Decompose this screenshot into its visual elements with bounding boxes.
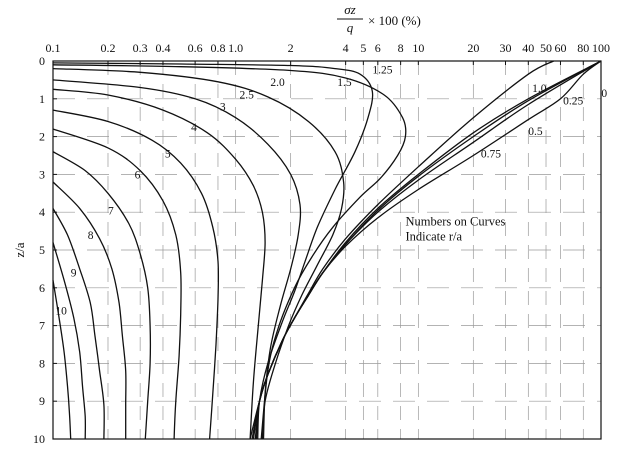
y-tick-label: 10 <box>33 432 45 446</box>
x-axis-title-denominator: q <box>347 20 354 35</box>
x-axis-title-suffix: × 100 (%) <box>368 13 421 28</box>
curve-label: 7 <box>108 205 114 217</box>
x-tick-label: 0.2 <box>100 41 115 55</box>
curve-label: 0.75 <box>481 149 501 161</box>
x-tick-label: 5 <box>360 41 366 55</box>
curve-r-a-4 <box>52 109 220 440</box>
annotation-line: Numbers on Curves <box>405 214 505 228</box>
x-tick-label: 6 <box>375 41 381 55</box>
curve-r-a-7 <box>52 181 127 439</box>
curve-r-a-9 <box>52 242 87 440</box>
y-tick-label: 3 <box>39 167 45 181</box>
annotation-line: Indicate r/a <box>405 229 462 243</box>
grid <box>53 61 601 439</box>
curve-r-a-1-5 <box>52 64 407 440</box>
x-tick-label: 0.8 <box>210 41 225 55</box>
curve-r-a-5 <box>52 128 182 440</box>
x-axis-title: σz q × 100 (%) <box>337 2 421 35</box>
curve-label: 9 <box>71 268 77 280</box>
y-tick-label: 8 <box>39 356 45 370</box>
curve-label: 1.25 <box>372 64 392 76</box>
curve-label: 0.25 <box>563 96 583 108</box>
curve-label: 2.5 <box>240 89 255 101</box>
x-tick-label: 80 <box>577 41 589 55</box>
y-tick-label: 9 <box>39 394 45 408</box>
x-axis-title-numerator: σz <box>344 2 355 17</box>
y-tick-label: 4 <box>39 205 45 219</box>
curve-labels: 0 0.25 0.5 0.75 1.0 1.25 1.5 2.0 2.5 3 4 5 6 7 8 9 10 <box>55 64 607 317</box>
curve-label: 0.5 <box>528 126 543 138</box>
curve-r-a-6 <box>52 151 152 440</box>
y-tick-label: 6 <box>39 281 45 295</box>
x-tick-label: 1.0 <box>228 41 243 55</box>
x-axis-ticks: 0.1 0.2 0.3 0.4 0.6 0.8 1.0 2 4 5 6 8 10 20 30 40 50 60 80… <box>46 41 610 65</box>
x-tick-label: 0.1 <box>46 41 61 55</box>
x-tick-label: 2 <box>288 41 294 55</box>
x-tick-label: 0.6 <box>188 41 203 55</box>
x-tick-label: 40 <box>522 41 534 55</box>
curve-label: 4 <box>191 122 197 134</box>
curve-r-a-3 <box>52 88 266 440</box>
x-tick-label: 8 <box>398 41 404 55</box>
curve-label: 10 <box>55 305 67 317</box>
y-axis-title: z/a <box>12 242 27 257</box>
curve-r-a-2-0 <box>52 67 345 440</box>
curve-label: 0 <box>601 88 607 100</box>
x-tick-label: 4 <box>343 41 349 55</box>
x-tick-label: 100 <box>592 41 610 55</box>
curve-label: 8 <box>88 230 94 242</box>
curve-r-a-8 <box>52 208 105 440</box>
curve-label: 6 <box>135 169 141 181</box>
curve-r-a-2-5 <box>52 79 302 440</box>
curve-label: 1.5 <box>337 77 352 89</box>
x-tick-label: 60 <box>554 41 566 55</box>
curve-label: 3 <box>220 101 226 113</box>
curve-r-a-1-25 <box>52 62 374 440</box>
y-tick-label: 2 <box>39 130 45 144</box>
x-tick-label: 20 <box>467 41 479 55</box>
x-tick-label: 0.3 <box>133 41 148 55</box>
x-tick-label: 50 <box>540 41 552 55</box>
curve-label: 1.0 <box>532 83 547 95</box>
y-tick-label: 0 <box>39 54 45 68</box>
y-tick-label: 7 <box>39 319 45 333</box>
y-tick-label: 5 <box>39 243 45 257</box>
curve-label: 5 <box>165 149 171 161</box>
x-tick-label: 0.4 <box>155 41 170 55</box>
curve-label: 2.0 <box>270 77 285 89</box>
y-tick-label: 1 <box>39 92 45 106</box>
curves <box>52 60 602 440</box>
y-axis-ticks: 0 1 2 3 4 5 6 7 8 9 10 <box>33 54 57 446</box>
x-tick-label: 10 <box>412 41 424 55</box>
x-tick-label: 30 <box>499 41 511 55</box>
curve-r-a-10 <box>52 280 72 440</box>
